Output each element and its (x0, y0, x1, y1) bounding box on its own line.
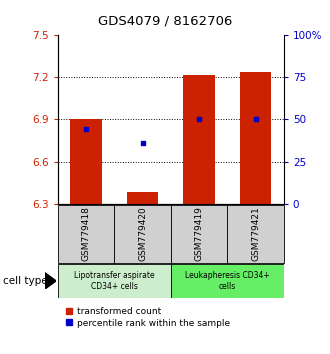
Legend: transformed count, percentile rank within the sample: transformed count, percentile rank withi… (62, 303, 233, 331)
Text: GDS4079 / 8162706: GDS4079 / 8162706 (98, 14, 232, 27)
Bar (58, 205, 114, 263)
Bar (171, 264, 284, 298)
Bar (183, 75, 214, 204)
Bar (240, 72, 271, 204)
Bar (71, 119, 102, 204)
Text: GSM779420: GSM779420 (138, 206, 147, 261)
Bar (127, 192, 158, 204)
Bar (227, 205, 284, 263)
Text: Lipotransfer aspirate
CD34+ cells: Lipotransfer aspirate CD34+ cells (74, 271, 154, 291)
Text: GSM779419: GSM779419 (194, 206, 204, 261)
Bar (114, 205, 171, 263)
Text: Leukapheresis CD34+
cells: Leukapheresis CD34+ cells (185, 271, 270, 291)
Bar (58, 264, 171, 298)
Text: GSM779418: GSM779418 (82, 206, 90, 261)
Text: cell type: cell type (3, 276, 48, 286)
Polygon shape (45, 273, 56, 289)
Text: GSM779421: GSM779421 (251, 206, 260, 261)
Bar (171, 205, 227, 263)
